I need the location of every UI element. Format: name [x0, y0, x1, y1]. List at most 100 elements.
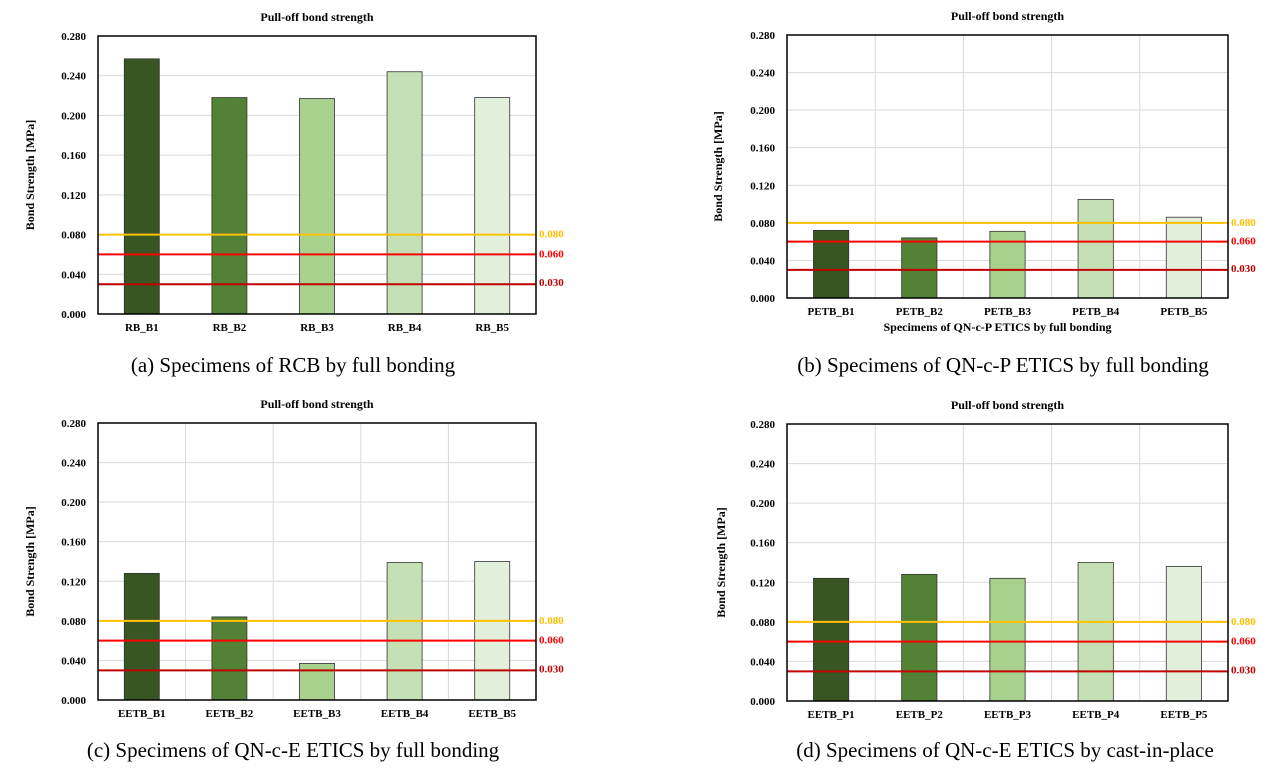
x-tick-label: RB_B1 [125, 322, 159, 334]
caption-a: (a) Specimens of RCB by full bonding [130, 353, 456, 377]
y-axis-label: Bond Strength [MPa] [711, 111, 725, 221]
x-tick-label: RB_B2 [213, 322, 247, 334]
x-tick-label: EETB_P5 [1160, 709, 1208, 721]
y-tick-label: 0.280 [61, 418, 86, 430]
y-tick-label: 0.160 [61, 537, 86, 549]
x-tick-label: RB_B3 [300, 322, 334, 334]
bar-petb-b1 [813, 229, 850, 299]
y-axis-label: Bond Strength [MPa] [714, 507, 728, 617]
bar-eetb-p1 [813, 577, 850, 702]
bar-chart-b: 0.000 0.040 0.080 0.120 0.160 0.200 0.240 0.280… [711, 9, 1256, 334]
bar-chart-c: 0.000 0.040 0.080 0.120 0.160 0.200 0.240 0.280… [23, 397, 564, 720]
bar-petb-b2 [901, 237, 938, 299]
y-tick-label: 0.240 [61, 71, 86, 83]
bar-chart-d: 0.000 0.040 0.080 0.120 0.160 0.200 0.240 0.280… [714, 398, 1256, 721]
bar-eetb-p2 [901, 573, 938, 702]
y-tick-label: 0.280 [61, 31, 86, 43]
x-tick-label: EETB_P3 [984, 709, 1032, 721]
y-tick-label: 0.000 [750, 293, 775, 305]
reference-line-label: 0.060 [539, 635, 564, 647]
y-tick-label: 0.080 [61, 616, 86, 628]
bar-eetb-b3 [299, 662, 335, 701]
y-tick-label: 0.280 [750, 419, 775, 431]
bar-petb-b5 [1165, 216, 1202, 299]
reference-line-label: 0.030 [539, 277, 564, 289]
y-tick-label: 0.200 [61, 497, 86, 509]
y-tick-label: 0.160 [750, 538, 775, 550]
bar-rb-b4 [386, 71, 423, 315]
y-axis-label: Bond Strength [MPa] [23, 506, 37, 616]
x-tick-label: EETB_B5 [468, 708, 516, 720]
x-tick-label: PETB_B3 [984, 306, 1032, 318]
caption-b: (b) Specimens of QN-c-P ETICS by full bo… [797, 353, 1209, 377]
chart-panel-a: 0.000 0.040 0.080 0.120 0.160 0.200 0.240 0.280… [0, 0, 640, 388]
bar-eetb-p4 [1077, 562, 1114, 702]
y-tick-label: 0.040 [61, 655, 86, 667]
chart-title: Pull-off bond strength [951, 398, 1064, 412]
chart-panel-b: 0.000 0.040 0.080 0.120 0.160 0.200 0.240 0.280… [640, 0, 1280, 388]
x-tick-label: EETB_B2 [206, 708, 254, 720]
y-tick-label: 0.120 [750, 180, 775, 192]
reference-line-label: 0.060 [1231, 236, 1256, 248]
bar-eetb-p3 [989, 577, 1026, 702]
chart-panel-d: 0.000 0.040 0.080 0.120 0.160 0.200 0.240 0.280… [640, 388, 1280, 777]
bar-eetb-b2 [211, 616, 248, 701]
x-tick-label: RB_B5 [475, 322, 509, 334]
reference-line-label: 0.060 [539, 248, 564, 260]
reference-line-label: 0.030 [1231, 263, 1256, 275]
x-tick-label: EETB_B1 [118, 708, 166, 720]
y-tick-label: 0.040 [61, 269, 86, 281]
y-tick-label: 0.240 [750, 68, 775, 80]
reference-line-label: 0.080 [1231, 217, 1256, 229]
y-tick-label: 0.200 [750, 105, 775, 117]
x-axis-label: Specimens of QN-c-P ETICS by full bondin… [883, 320, 1111, 334]
bar-rb-b3 [299, 98, 335, 315]
y-tick-label: 0.040 [750, 255, 775, 267]
plot-area-border [97, 422, 537, 701]
reference-line-label: 0.030 [539, 663, 564, 675]
bar-rb-b1 [123, 58, 160, 315]
reference-line-label: 0.080 [1231, 616, 1256, 628]
x-tick-label: EETB_B4 [381, 708, 429, 720]
x-tick-label: PETB_B1 [808, 306, 855, 318]
reference-line-label: 0.060 [1231, 636, 1256, 648]
x-tick-label: PETB_B4 [1072, 306, 1120, 318]
x-tick-label: EETB_P1 [808, 709, 855, 721]
chart-panel-c: 0.000 0.040 0.080 0.120 0.160 0.200 0.240 0.280… [0, 388, 640, 777]
y-tick-label: 0.080 [61, 230, 86, 242]
y-tick-label: 0.120 [750, 577, 775, 589]
bar-rb-b5 [474, 97, 511, 315]
chart-title: Pull-off bond strength [260, 10, 373, 24]
y-tick-label: 0.200 [750, 498, 775, 510]
plot-area-border [786, 34, 1229, 299]
plot-area-border [97, 35, 537, 315]
reference-line-label: 0.080 [539, 229, 564, 241]
y-tick-label: 0.160 [61, 150, 86, 162]
reference-line-label: 0.080 [539, 615, 564, 627]
x-tick-label: EETB_B3 [293, 708, 341, 720]
y-tick-label: 0.080 [750, 617, 775, 629]
y-tick-label: 0.120 [61, 576, 86, 588]
x-tick-label: PETB_B5 [1160, 306, 1208, 318]
y-tick-label: 0.040 [750, 656, 775, 668]
x-tick-label: PETB_B2 [896, 306, 944, 318]
bar-eetb-b4 [386, 562, 423, 701]
y-tick-label: 0.000 [750, 696, 775, 708]
chart-title: Pull-off bond strength [260, 397, 373, 411]
x-tick-label: EETB_P2 [896, 709, 944, 721]
bar-rb-b2 [211, 97, 248, 315]
x-tick-label: RB_B4 [388, 322, 422, 334]
bar-chart-a: 0.000 0.040 0.080 0.120 0.160 0.200 0.240 0.280… [23, 10, 564, 334]
caption-c: (c) Specimens of QN-c-E ETICS by full bo… [86, 738, 500, 762]
y-tick-label: 0.240 [750, 459, 775, 471]
bar-eetb-p5 [1165, 566, 1202, 702]
bar-eetb-b1 [123, 572, 160, 701]
y-tick-label: 0.240 [61, 458, 86, 470]
bar-petb-b4 [1077, 198, 1114, 299]
reference-line-label: 0.030 [1231, 664, 1256, 676]
plot-area-border [786, 423, 1229, 702]
y-tick-label: 0.280 [750, 30, 775, 42]
y-tick-label: 0.080 [750, 218, 775, 230]
y-tick-label: 0.000 [61, 695, 86, 707]
y-tick-label: 0.200 [61, 110, 86, 122]
